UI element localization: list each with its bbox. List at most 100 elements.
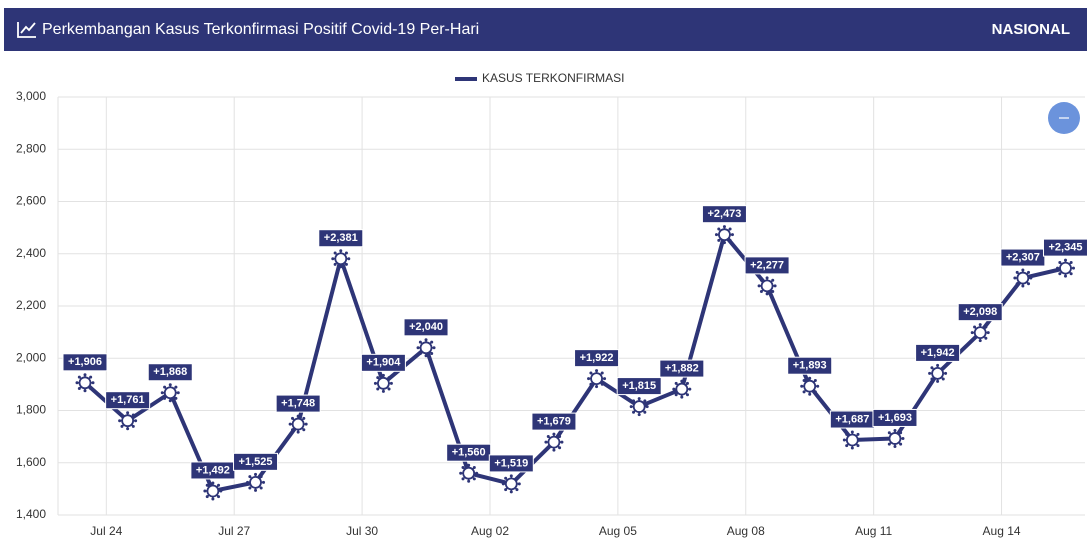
virus-body bbox=[419, 341, 433, 355]
virus-tip bbox=[552, 432, 556, 436]
y-tick-label: 2,800 bbox=[16, 141, 46, 155]
data-label: +1,679 bbox=[537, 416, 571, 428]
virus-tip bbox=[941, 377, 945, 381]
y-tick-label: 1,600 bbox=[16, 455, 46, 469]
virus-tip bbox=[1015, 282, 1019, 286]
virus-tip bbox=[248, 486, 252, 490]
virus-marker bbox=[842, 430, 862, 450]
virus-tip bbox=[800, 384, 804, 388]
virus-tip bbox=[205, 483, 209, 487]
virus-body bbox=[1016, 271, 1030, 285]
virus-tip bbox=[808, 392, 812, 396]
virus-tip bbox=[1013, 276, 1017, 280]
virus-tip bbox=[986, 331, 990, 335]
virus-marker bbox=[288, 414, 308, 434]
virus-tip bbox=[587, 377, 591, 381]
virus-tip bbox=[339, 249, 343, 253]
data-label-box bbox=[701, 205, 747, 224]
virus-tip bbox=[203, 489, 207, 493]
virus-tip bbox=[674, 393, 678, 397]
virus-tip bbox=[544, 440, 548, 444]
virus-tip bbox=[416, 346, 420, 350]
virus-tip bbox=[89, 386, 93, 390]
virus-body bbox=[1059, 261, 1072, 275]
virus-marker bbox=[1013, 268, 1033, 288]
data-label: +1,560 bbox=[452, 447, 486, 459]
virus-tip bbox=[759, 278, 763, 282]
virus-tip bbox=[970, 331, 974, 335]
virus-tip bbox=[1063, 258, 1067, 262]
virus-tip bbox=[858, 438, 862, 442]
virus-body bbox=[590, 372, 603, 386]
virus-tip bbox=[773, 284, 777, 288]
virus-tip bbox=[120, 413, 124, 417]
virus-tip bbox=[77, 386, 81, 390]
data-label: +1,687 bbox=[835, 413, 869, 425]
virus-tip bbox=[288, 422, 292, 426]
virus-body bbox=[504, 477, 518, 491]
virus-tip bbox=[984, 336, 988, 340]
virus-body bbox=[291, 417, 305, 431]
y-tick-label: 1,800 bbox=[16, 403, 46, 417]
virus-tip bbox=[1069, 272, 1073, 276]
virus-body bbox=[632, 400, 646, 413]
x-tick-label: Jul 30 bbox=[346, 524, 378, 538]
virus-tip bbox=[978, 323, 982, 327]
virus-tip bbox=[901, 436, 905, 440]
virus-tip bbox=[887, 431, 891, 435]
virus-tip bbox=[973, 336, 977, 340]
virus-body bbox=[377, 376, 390, 390]
data-label: +1,942 bbox=[921, 347, 955, 359]
virus-tip bbox=[645, 405, 649, 409]
virus-tip bbox=[728, 227, 732, 231]
virus-tip bbox=[120, 424, 124, 428]
virus-tip bbox=[928, 371, 932, 375]
virus-marker bbox=[501, 474, 521, 494]
data-label-box bbox=[446, 443, 492, 462]
y-tick-label: 2,000 bbox=[16, 350, 46, 364]
data-label-box bbox=[872, 408, 918, 427]
virus-tip bbox=[333, 262, 337, 266]
virus-marker bbox=[672, 379, 692, 399]
virus-marker bbox=[800, 376, 820, 396]
virus-tip bbox=[637, 397, 641, 401]
virus-tip bbox=[217, 483, 221, 487]
virus-tip bbox=[430, 340, 434, 344]
data-label-box bbox=[957, 303, 1003, 322]
x-tick-label: Aug 14 bbox=[983, 524, 1021, 538]
virus-tip bbox=[643, 399, 647, 403]
virus-tip bbox=[1058, 272, 1062, 276]
data-label: +1,922 bbox=[580, 352, 614, 364]
series-line bbox=[83, 232, 1066, 493]
virus-tip bbox=[672, 387, 676, 391]
virus-tip bbox=[333, 251, 337, 255]
virus-tip bbox=[893, 444, 897, 448]
virus-tip bbox=[589, 371, 593, 375]
virus-tip bbox=[771, 290, 775, 294]
virus-tip bbox=[131, 413, 135, 417]
virus-tip bbox=[722, 241, 726, 245]
virus-tip bbox=[1055, 266, 1059, 270]
virus-tip bbox=[1071, 266, 1075, 270]
virus-tip bbox=[430, 351, 434, 355]
virus-tip bbox=[168, 383, 172, 387]
data-label: +1,761 bbox=[111, 394, 145, 406]
virus-tip bbox=[347, 257, 351, 261]
virus-body bbox=[675, 382, 689, 396]
virus-tip bbox=[501, 482, 505, 486]
virus-tip bbox=[560, 440, 564, 444]
virus-tip bbox=[262, 480, 266, 484]
virus-tip bbox=[290, 416, 294, 420]
virus-tip bbox=[344, 251, 348, 255]
data-label-box bbox=[659, 359, 705, 378]
virus-tip bbox=[387, 376, 391, 380]
virus-body bbox=[206, 484, 220, 498]
virus-tip bbox=[816, 384, 820, 388]
virus-tip bbox=[302, 416, 306, 420]
virus-tip bbox=[387, 387, 391, 391]
virus-tip bbox=[174, 396, 178, 400]
virus-tip bbox=[373, 381, 377, 385]
virus-tip bbox=[381, 389, 385, 393]
virus-tip bbox=[930, 366, 934, 370]
virus-tip bbox=[424, 338, 428, 342]
